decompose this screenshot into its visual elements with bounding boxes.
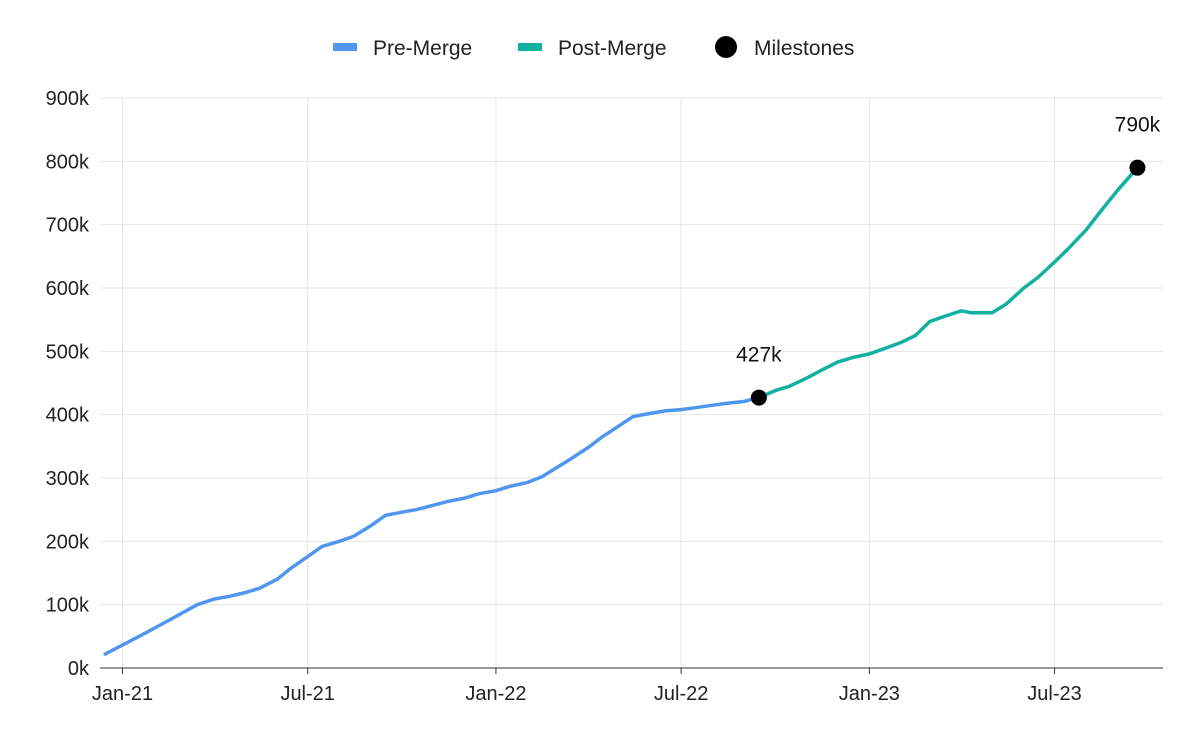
y-tick-label: 300k: [46, 468, 90, 490]
series-line-post-merge: [757, 165, 1140, 400]
x-tick-label: Jul-23: [1027, 683, 1081, 705]
legend-item-pre-merge: Pre-Merge: [333, 37, 472, 60]
x-tick-label: Jul-21: [280, 683, 334, 705]
legend-swatch: [518, 43, 542, 51]
y-tick-label: 200k: [46, 531, 90, 553]
x-tick-label: Jan-22: [465, 683, 526, 705]
y-tick-label: 700k: [46, 215, 90, 237]
milestone-point: [750, 389, 767, 406]
milestone-label: 790k: [1115, 114, 1161, 137]
legend-label: Pre-Merge: [373, 37, 472, 60]
grid: [100, 97, 1163, 668]
y-tick-label: 100k: [46, 595, 90, 617]
milestone-point: [1129, 159, 1146, 176]
y-tick-label: 800k: [46, 151, 90, 173]
y-tick-label: 400k: [46, 405, 90, 427]
legend-item-post-merge: Post-Merge: [518, 37, 667, 60]
axes: 0k 100k 200k 300k 400k 500k 600k 700k 800k 900k Ja…: [46, 88, 1163, 705]
y-tick-label: 500k: [46, 341, 90, 363]
y-tick-label: 900k: [46, 88, 90, 110]
legend-label: Milestones: [754, 37, 854, 60]
y-tick-label: 0k: [68, 658, 90, 680]
legend-swatch: [333, 43, 357, 51]
y-tick-label: 600k: [46, 278, 90, 300]
milestones: 427k 790k: [736, 114, 1161, 406]
x-tick-label: Jul-22: [654, 683, 708, 705]
milestone-label: 427k: [736, 344, 782, 367]
legend-label: Post-Merge: [558, 37, 667, 60]
series-line-pre-merge: [103, 395, 761, 656]
series: [103, 165, 1140, 656]
x-tick-label: Jan-21: [92, 683, 153, 705]
legend-item-milestones: Milestones: [715, 36, 854, 60]
legend: Pre-Merge Post-Merge Milestones: [333, 36, 854, 60]
legend-swatch: [715, 36, 737, 58]
x-tick-label: Jan-23: [839, 683, 900, 705]
